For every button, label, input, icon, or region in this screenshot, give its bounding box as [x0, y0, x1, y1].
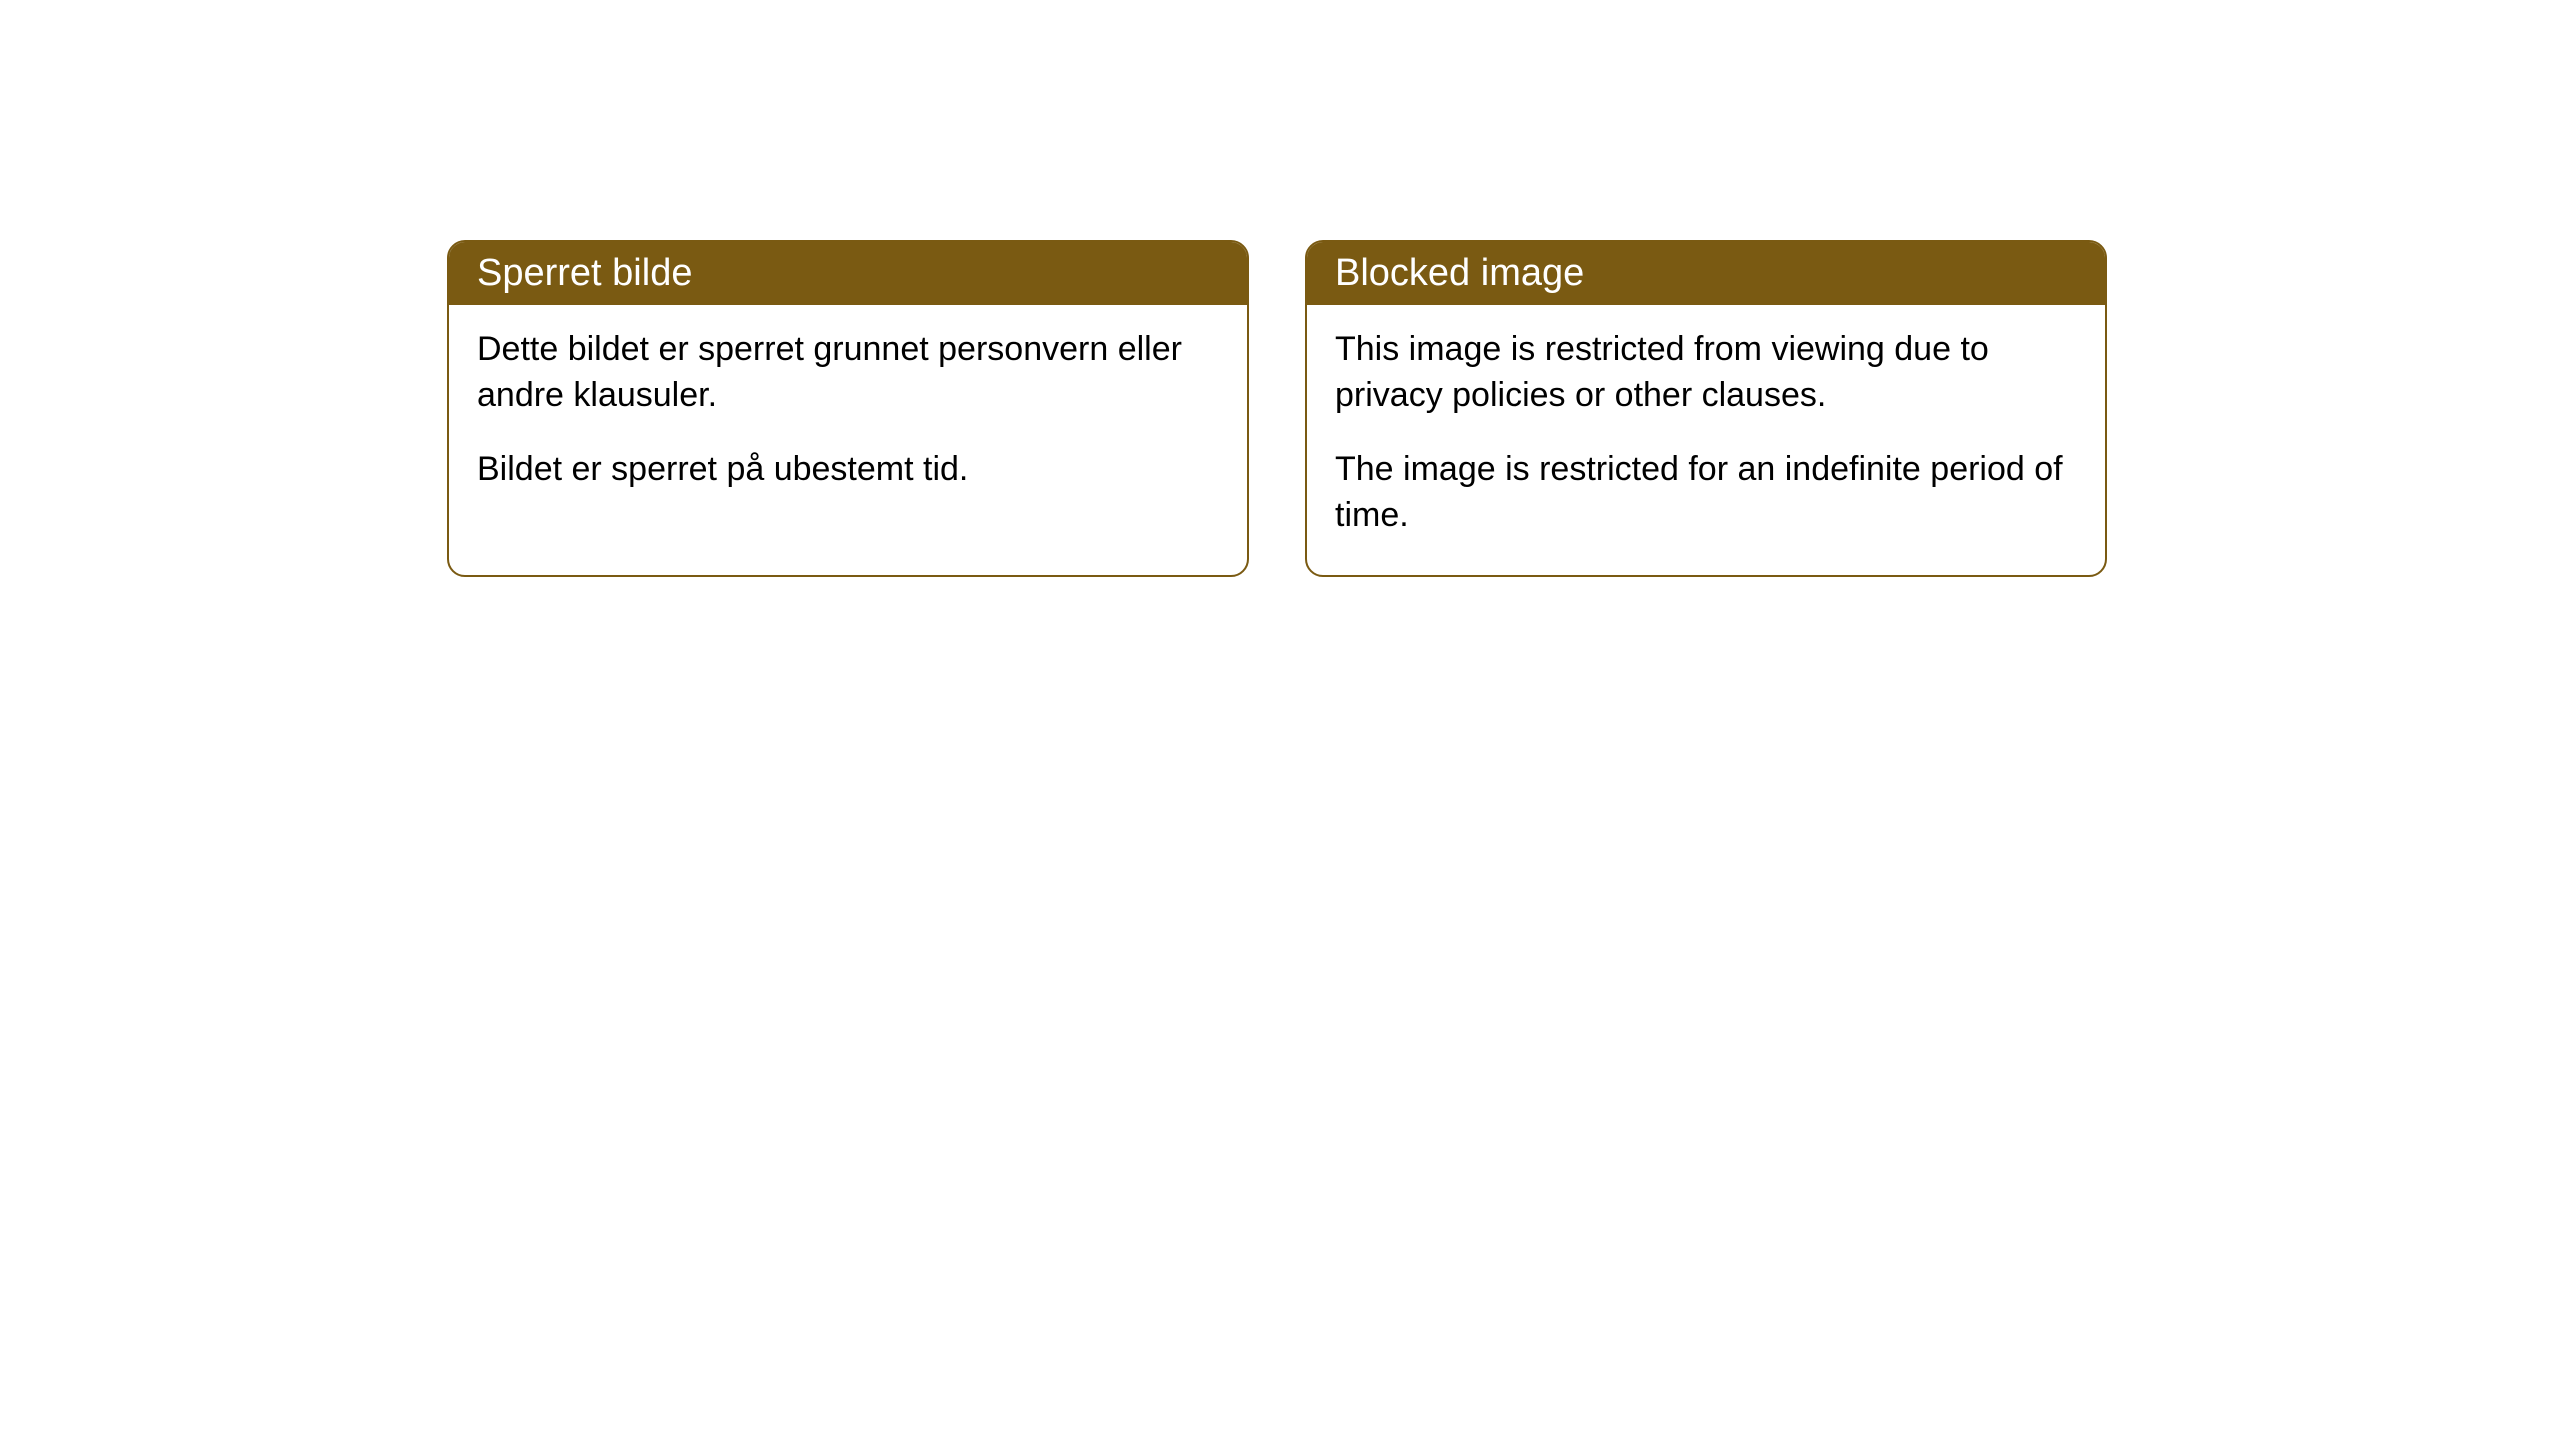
card-title: Blocked image	[1335, 252, 1584, 294]
card-body-norwegian: Dette bildet er sperret grunnet personve…	[449, 305, 1247, 529]
card-paragraph: Bildet er sperret på ubestemt tid.	[477, 447, 1219, 493]
card-paragraph: This image is restricted from viewing du…	[1335, 327, 2077, 419]
card-body-english: This image is restricted from viewing du…	[1307, 305, 2105, 575]
card-english: Blocked image This image is restricted f…	[1305, 240, 2107, 577]
card-norwegian: Sperret bilde Dette bildet er sperret gr…	[447, 240, 1249, 577]
card-header-english: Blocked image	[1307, 242, 2105, 305]
card-title: Sperret bilde	[477, 252, 692, 294]
card-paragraph: The image is restricted for an indefinit…	[1335, 447, 2077, 539]
card-header-norwegian: Sperret bilde	[449, 242, 1247, 305]
cards-container: Sperret bilde Dette bildet er sperret gr…	[447, 240, 2107, 577]
card-paragraph: Dette bildet er sperret grunnet personve…	[477, 327, 1219, 419]
